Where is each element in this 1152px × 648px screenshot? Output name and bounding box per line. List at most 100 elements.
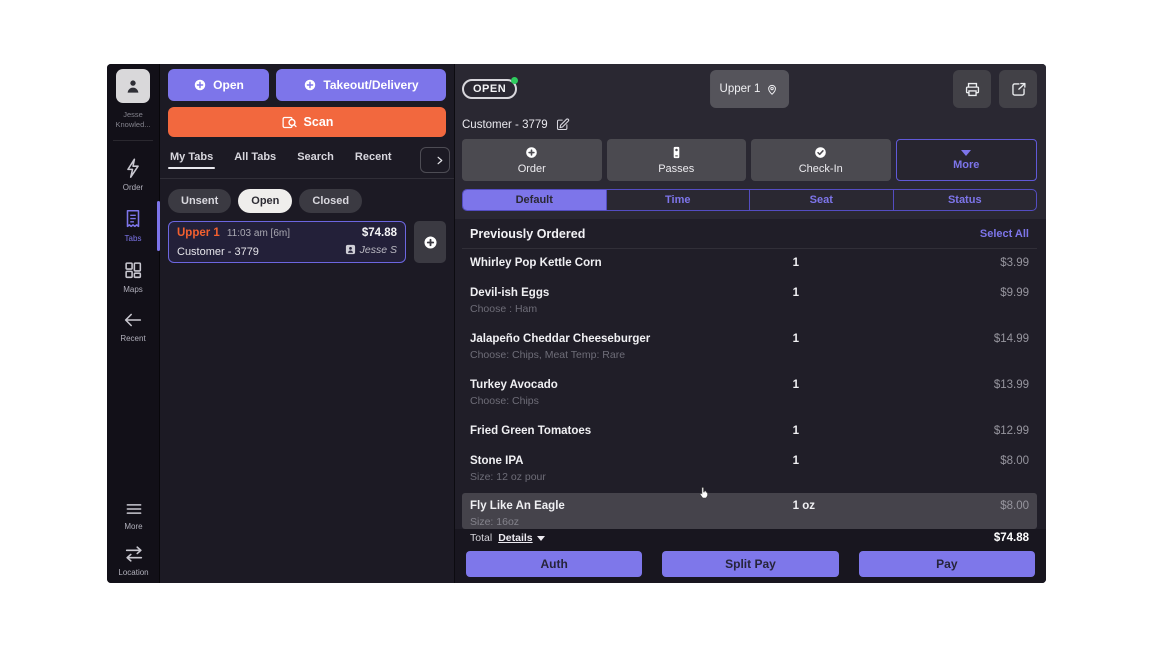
item-qty: 1 [792, 257, 800, 269]
order-action-button[interactable]: Order [462, 139, 602, 181]
filter-chip-closed[interactable]: Closed [299, 189, 363, 213]
details-toggle[interactable]: Details [498, 532, 545, 544]
receipt-icon [122, 207, 144, 231]
tab-card-table: Upper 1 [177, 227, 220, 239]
sidebar-divider [113, 140, 153, 141]
map-pin-icon [768, 84, 777, 95]
scan-button[interactable]: Scan [168, 107, 446, 137]
item-qty: 1 oz [792, 500, 815, 512]
item-price: $8.00 [1000, 455, 1029, 467]
caret-down-icon [536, 535, 545, 541]
plus-circle-icon [526, 147, 538, 158]
split-pay-button[interactable]: Split Pay [662, 551, 839, 577]
status-dot [511, 77, 519, 84]
tab-card-server: Jesse S [345, 244, 397, 256]
sidebar-item-maps[interactable]: Maps [107, 258, 160, 294]
total-label: Total [470, 532, 493, 545]
item-qty: 1 [792, 379, 800, 391]
open-tab-button[interactable]: Open [168, 69, 269, 101]
sidebar: Jesse Knowled... Order Tabs [107, 64, 160, 583]
item-qty: 1 [792, 425, 800, 437]
total-row: Total Details $74.88 [455, 529, 1046, 548]
scan-label: Scan [303, 115, 334, 129]
order-item-row[interactable]: Turkey Avocado Choose: Chips 1 $13.99 [470, 379, 1029, 407]
tabs-panel: Open Takeout/Delivery Scan My Tabs All T… [160, 64, 455, 583]
sidebar-item-recent[interactable]: Recent [107, 309, 160, 343]
person-badge-icon [345, 244, 355, 255]
item-modifier: Size: 16oz [470, 516, 520, 528]
item-price: $12.99 [993, 425, 1029, 437]
action-buttons: Order Passes Check-In More [462, 139, 1037, 181]
share-button[interactable] [999, 70, 1037, 108]
pos-app-window: Jesse Knowled... Order Tabs [107, 64, 1046, 583]
sidebar-item-location[interactable]: Location [107, 543, 160, 577]
print-button[interactable] [953, 70, 991, 108]
item-modifier: Choose: Chips [470, 395, 539, 407]
chevron-right-icon [437, 156, 443, 164]
sidebar-item-label: Maps [123, 285, 143, 294]
pass-icon [673, 146, 680, 159]
takeout-delivery-button[interactable]: Takeout/Delivery [276, 69, 446, 101]
arrow-left-icon [121, 309, 145, 331]
item-qty: 1 [792, 455, 800, 467]
sidebar-item-label: Order [122, 183, 144, 192]
more-action-button[interactable]: More [895, 139, 1037, 181]
item-price: $13.99 [993, 379, 1029, 391]
filter-chip-open[interactable]: Open [238, 189, 293, 213]
sidebar-item-label: More [124, 522, 143, 531]
order-item-row[interactable]: Whirley Pop Kettle Corn 1 $3.99 [470, 257, 1029, 269]
view-tab-seat[interactable]: Seat [749, 190, 893, 210]
pay-button[interactable]: Pay [858, 551, 1035, 577]
order-item-row[interactable]: Fried Green Tomatoes 1 $12.99 [470, 425, 1029, 437]
tab-all-tabs[interactable]: All Tabs [234, 151, 277, 163]
check-in-action-button[interactable]: Check-In [751, 139, 891, 181]
item-price: $9.99 [1000, 287, 1029, 299]
tab-search[interactable]: Search [297, 151, 334, 163]
item-modifier: Size: 12 oz pour [470, 471, 546, 483]
printer-icon [965, 82, 979, 96]
tab-my-tabs[interactable]: My Tabs [167, 151, 216, 173]
item-modifier: Choose: Chips, Meat Temp: Rare [470, 349, 626, 361]
tabs-scroll-right-button[interactable] [420, 147, 450, 173]
passes-action-button[interactable]: Passes [606, 139, 746, 181]
payment-footer: Auth Split Pay Pay [455, 547, 1046, 583]
order-item-row-hovered[interactable]: Fly Like An Eagle Size: 16oz 1 oz $8.00 [462, 493, 1037, 529]
status-badge: OPEN [462, 77, 519, 99]
customer-name: Customer - 3779 [462, 118, 548, 131]
select-all-link[interactable]: Select All [979, 227, 1029, 240]
edit-icon[interactable] [555, 117, 570, 132]
status-filter-chips: Unsent Open Closed [168, 189, 446, 213]
order-header: OPEN Upper 1 [455, 64, 1046, 219]
tab-card-amount: $74.88 [361, 227, 397, 239]
menu-icon [122, 499, 146, 519]
add-order-button[interactable] [414, 221, 446, 263]
user-avatar[interactable] [116, 69, 150, 103]
view-tab-status[interactable]: Status [892, 190, 1037, 210]
filter-chip-unsent[interactable]: Unsent [168, 189, 232, 213]
order-item-row[interactable]: Stone IPA Size: 12 oz pour 1 $8.00 [470, 455, 1029, 483]
sidebar-item-more[interactable]: More [107, 499, 160, 531]
item-qty: 1 [792, 333, 800, 345]
item-price: $14.99 [993, 333, 1029, 345]
section-title: Previously Ordered [470, 226, 586, 241]
total-value: $74.88 [993, 532, 1029, 545]
takeout-delivery-label: Takeout/Delivery [323, 78, 419, 92]
item-modifier: Choose : Ham [470, 303, 538, 315]
sidebar-item-tabs[interactable]: Tabs [107, 201, 160, 251]
check-badge-icon [815, 147, 827, 158]
table-location-button[interactable]: Upper 1 [709, 70, 790, 108]
auth-button[interactable]: Auth [466, 551, 643, 577]
lightning-icon [122, 156, 144, 180]
customer-row: Customer - 3779 [462, 117, 1037, 132]
sidebar-item-order[interactable]: Order [107, 156, 160, 192]
tab-card-upper-1[interactable]: Upper 1 11:03 am [6m] $74.88 Customer - … [168, 221, 406, 263]
order-item-row[interactable]: Devil-ish Eggs Choose : Ham 1 $9.99 [470, 287, 1029, 315]
grid-icon [122, 258, 144, 282]
tab-recent[interactable]: Recent [354, 151, 392, 163]
table-location-label: Upper 1 [719, 83, 761, 95]
view-tab-time[interactable]: Time [605, 190, 750, 210]
scan-icon [281, 114, 298, 131]
caret-down-icon [961, 149, 972, 156]
order-item-row[interactable]: Jalapeño Cheddar Cheeseburger Choose: Ch… [470, 333, 1029, 361]
view-tab-default[interactable]: Default [463, 190, 606, 210]
